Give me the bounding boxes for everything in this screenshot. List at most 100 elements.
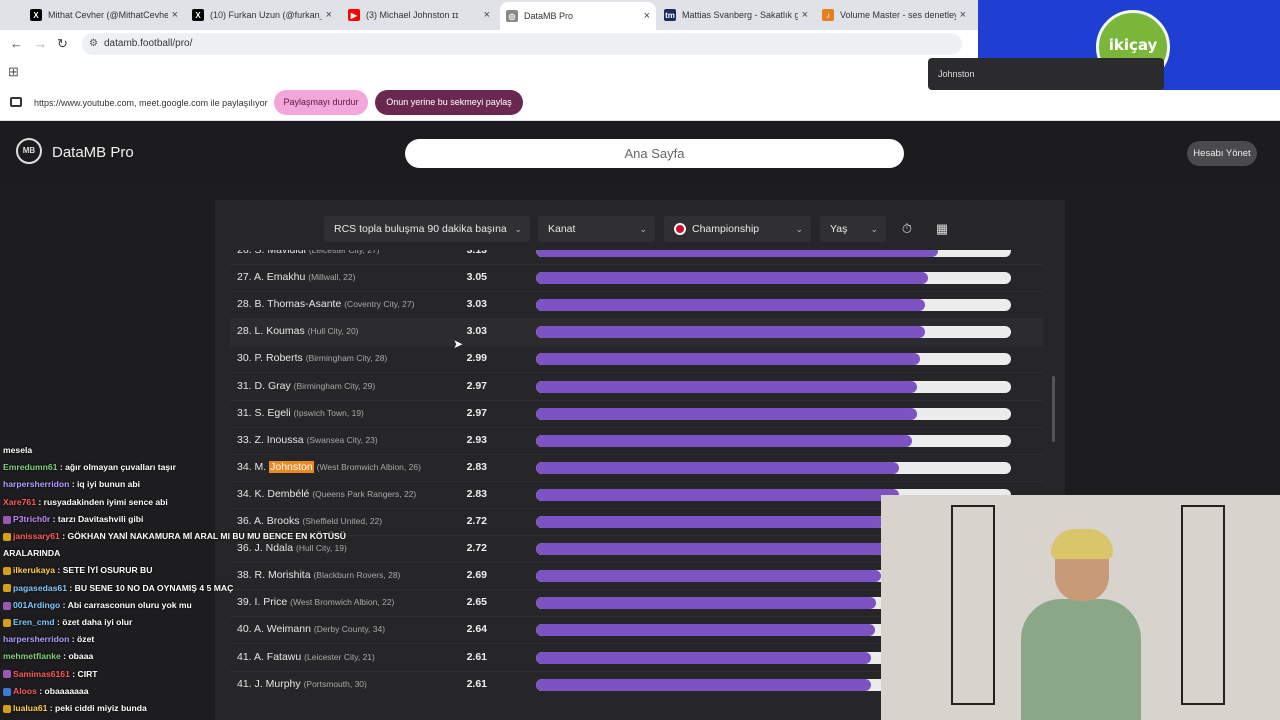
player-team: (Birmingham City, 28) bbox=[305, 353, 388, 364]
metric-value: 3.13 bbox=[466, 250, 487, 256]
search-bar[interactable]: Ana Sayfa bbox=[405, 139, 904, 168]
tab-title: (3) Michael Johnston ɪɪ bbox=[366, 10, 459, 20]
chat-text: obaaaaaaa bbox=[44, 685, 89, 696]
chat-text: GÖKHAN YANİ NAKAMURA Mİ ARAL MI BU MU BE… bbox=[67, 531, 346, 541]
chat-text: özet bbox=[77, 634, 95, 645]
player-label: B. Thomas-Asante bbox=[254, 298, 342, 311]
player-label: A. Weimann bbox=[253, 623, 311, 636]
player-row[interactable]: 30. P. Roberts (Birmingham City, 28) 2.99 bbox=[230, 345, 1043, 374]
streamer bbox=[1021, 529, 1141, 720]
close-tab-icon[interactable]: × bbox=[171, 9, 178, 21]
tab-title: (10) Furkan Uzun (@furkan_uz bbox=[210, 10, 322, 20]
reload-icon[interactable]: ↻ bbox=[57, 36, 68, 51]
player-row[interactable]: 33. Z. Inoussa (Swansea City, 23) 2.93 bbox=[230, 427, 1043, 455]
league-dropdown[interactable]: Championship ⌄ bbox=[664, 216, 811, 242]
metric-value: 2.64 bbox=[466, 623, 487, 636]
back-icon[interactable]: ← bbox=[10, 36, 23, 51]
shelf bbox=[1181, 505, 1225, 705]
tab-title: Mithat Cevher (@MithatCevher bbox=[48, 10, 168, 20]
chat-message: lualua61 : peki ciddi miyiz bunda bbox=[3, 703, 147, 713]
browser-tab[interactable]: X Mithat Cevher (@MithatCevher × bbox=[24, 4, 184, 26]
player-rank: 40. bbox=[237, 623, 252, 636]
close-tab-icon[interactable]: × bbox=[959, 9, 966, 21]
site-info-icon[interactable]: ⚙ bbox=[89, 38, 98, 49]
browser-tab[interactable]: tm Mattias Svanberg - Sakatlık geç × bbox=[658, 4, 814, 26]
value-bar-track bbox=[536, 461, 1011, 474]
value-bar-fill bbox=[536, 380, 918, 393]
player-label: I. Price bbox=[254, 596, 288, 609]
player-name: 28. B. Thomas-Asante (Coventry City, 27) bbox=[237, 298, 414, 310]
share-this-tab-button[interactable]: Onun yerine bu sekmeyi paylaş bbox=[375, 90, 523, 115]
value-bar-fill bbox=[536, 516, 886, 528]
metric-value: 3.03 bbox=[466, 298, 487, 311]
chat-badge-icon bbox=[3, 532, 11, 541]
calendar-icon[interactable]: ▦ bbox=[935, 221, 949, 236]
chat-message: janissary61 : GÖKHAN YANİ NAKAMURA Mİ AR… bbox=[3, 531, 346, 541]
close-tab-icon[interactable]: × bbox=[325, 9, 332, 21]
chat-message: Aloos : obaaaaaaa bbox=[3, 686, 88, 696]
stop-sharing-button[interactable]: Paylaşmayı durdur bbox=[274, 90, 368, 115]
player-label: M. Johnston bbox=[254, 460, 314, 473]
player-rank: 41. bbox=[237, 677, 252, 690]
chat-text: ARALARINDA bbox=[3, 548, 61, 559]
player-row[interactable]: 28. B. Thomas-Asante (Coventry City, 27)… bbox=[230, 291, 1043, 320]
tab-favicon-icon: X bbox=[30, 9, 42, 21]
position-dropdown[interactable]: Kanat ⌄ bbox=[538, 216, 655, 242]
value-bar-fill bbox=[536, 543, 886, 556]
apps-grid-icon[interactable]: ⊞ bbox=[8, 64, 19, 79]
timer-icon[interactable]: ⏱ bbox=[901, 221, 913, 236]
browser-tab[interactable]: ◎ DataMB Pro × bbox=[500, 2, 656, 30]
chat-text: Abi carrasconun oluru yok mu bbox=[67, 599, 192, 610]
chat-text: peki ciddi miyiz bunda bbox=[55, 703, 147, 713]
forward-icon[interactable]: → bbox=[34, 36, 47, 51]
metric-value: 2.61 bbox=[466, 650, 487, 663]
browser-tab[interactable]: X (10) Furkan Uzun (@furkan_uz× bbox=[186, 4, 338, 26]
close-tab-icon[interactable]: × bbox=[483, 9, 490, 21]
close-tab-icon[interactable]: × bbox=[643, 10, 650, 22]
streamer-hair bbox=[1051, 529, 1113, 559]
brand-logo-icon[interactable]: MB bbox=[16, 138, 42, 164]
player-name: 36. A. Brooks (Sheffield United, 22) bbox=[237, 515, 382, 527]
player-row[interactable]: 27. A. Emakhu (Millwall, 22) 3.05 bbox=[230, 264, 1043, 293]
list-scrollbar[interactable] bbox=[1052, 376, 1055, 442]
tab-favicon-icon: X bbox=[192, 9, 204, 21]
player-team: (Swansea City, 23) bbox=[306, 434, 378, 445]
player-row[interactable]: 31. S. Egeli (Ipswich Town, 19) 2.97 bbox=[230, 400, 1043, 428]
player-team: (Hull City, 20) bbox=[307, 326, 359, 337]
metric-dropdown[interactable]: RCS topla buluşma 90 dakika başına ⌄ bbox=[324, 216, 530, 242]
age-dropdown[interactable]: Yaş ⌄ bbox=[820, 216, 886, 242]
tab-hover-tooltip: Johnston bbox=[928, 58, 1164, 90]
value-bar-fill bbox=[536, 488, 900, 501]
sharing-status-text: https://www.youtube.com, meet.google.com… bbox=[34, 98, 268, 108]
chat-message: Emredumn61 : ağır olmayan çuvalları taşı… bbox=[3, 462, 176, 473]
chat-message: mesela bbox=[3, 445, 32, 455]
value-bar-fill bbox=[536, 250, 938, 257]
browser-tab[interactable]: ♪ Volume Master - ses denetleyic × bbox=[816, 4, 972, 26]
brand-name[interactable]: DataMB Pro bbox=[52, 144, 134, 161]
player-name: 38. R. Morishita (Blackburn Rovers, 28) bbox=[237, 569, 400, 581]
player-team: (Coventry City, 27) bbox=[344, 299, 415, 310]
player-row[interactable]: 28. L. Koumas (Hull City, 20) 3.03 bbox=[230, 318, 1043, 347]
tab-title: Volume Master - ses denetleyic bbox=[840, 10, 956, 20]
value-bar-fill bbox=[536, 326, 925, 339]
chat-username: harpersherridon bbox=[3, 634, 70, 645]
url-field[interactable]: ⚙ datamb.football/pro/ bbox=[82, 33, 962, 55]
close-tab-icon[interactable]: × bbox=[801, 9, 808, 21]
chat-text: ağır olmayan çuvalları taşır bbox=[65, 462, 176, 473]
player-rank: 31. bbox=[237, 406, 252, 419]
player-name: 30. P. Roberts (Birmingham City, 28) bbox=[237, 352, 387, 364]
value-bar-fill bbox=[536, 597, 877, 610]
manage-account-button[interactable]: Hesabı Yönet bbox=[1187, 141, 1257, 166]
player-row[interactable]: 34. M. Johnston (West Bromwich Albion, 2… bbox=[230, 454, 1043, 482]
chat-username: Xare761 bbox=[3, 496, 36, 507]
player-row[interactable]: 26. S. Mavididi (Leicester City, 27) 3.13 bbox=[230, 250, 1043, 265]
player-row[interactable]: 40. A. Weimann (Derby County, 34) 2.64 bbox=[230, 616, 1043, 645]
player-rank: 31. bbox=[237, 379, 252, 392]
player-rank: 33. bbox=[237, 433, 252, 446]
browser-tab[interactable]: ▶ (3) Michael Johnston ɪɪ × bbox=[342, 4, 496, 26]
tab-favicon-icon: ♪ bbox=[822, 9, 834, 21]
player-row[interactable]: 31. D. Gray (Birmingham City, 29) 2.97 bbox=[230, 373, 1043, 401]
metric-label: RCS topla buluşma 90 dakika başına bbox=[334, 223, 507, 235]
tab-favicon-icon: ▶ bbox=[348, 9, 360, 21]
metric-value: 3.03 bbox=[466, 325, 487, 338]
